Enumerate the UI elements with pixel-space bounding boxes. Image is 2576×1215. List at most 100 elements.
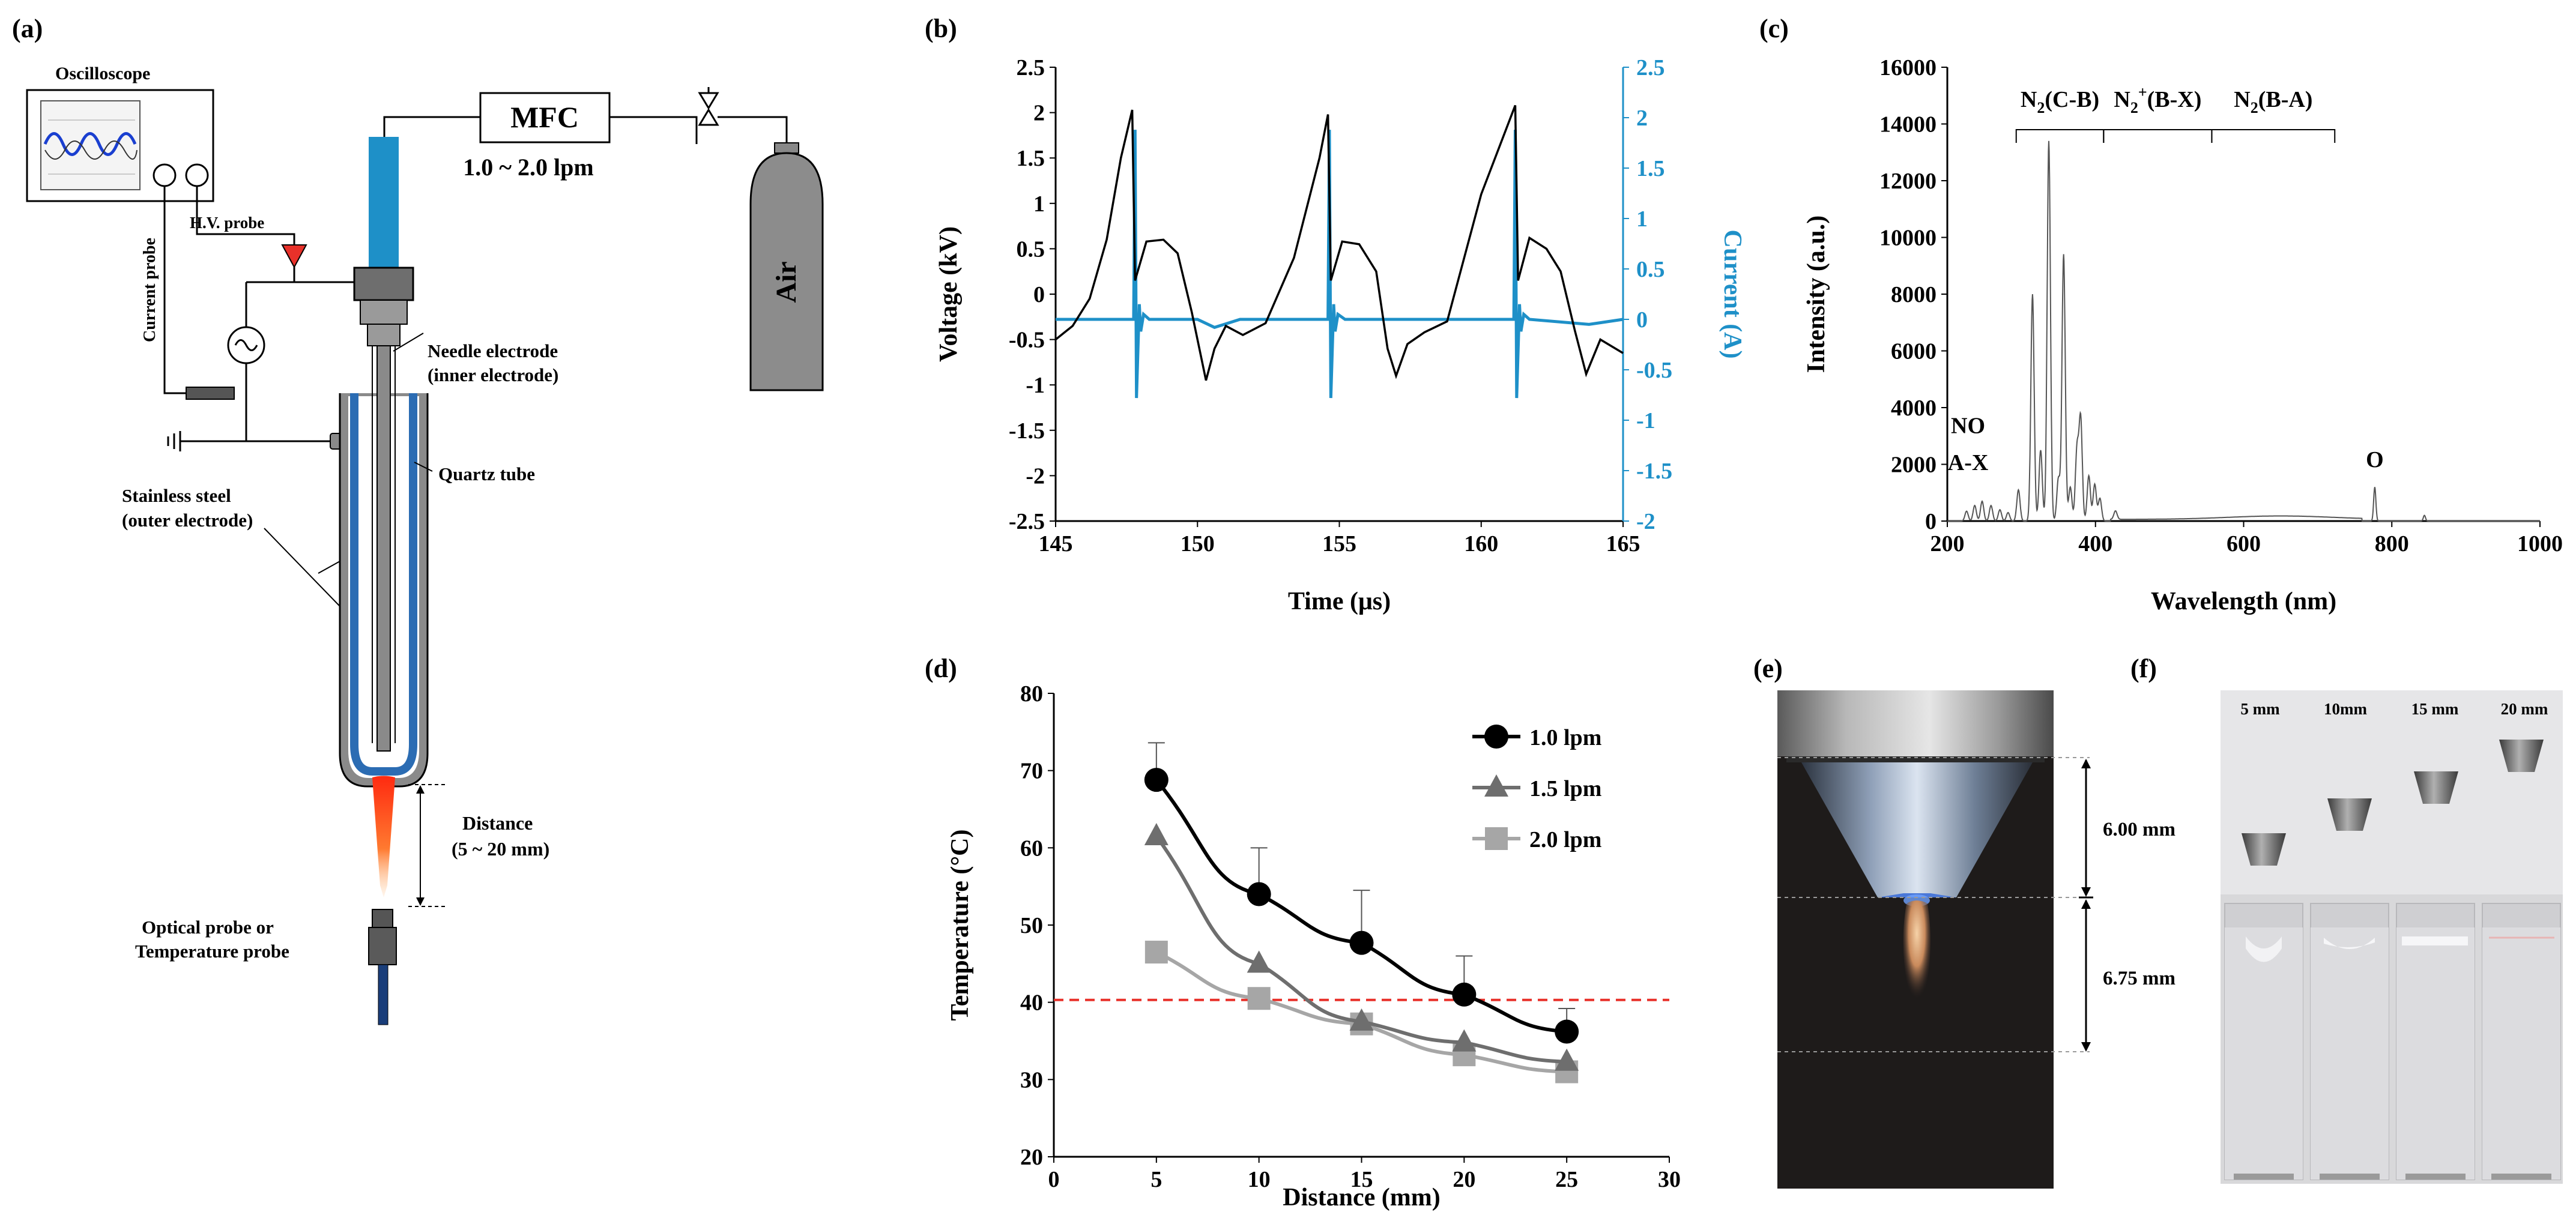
- needle-electrode: [376, 345, 391, 752]
- x-tick-label: 400: [2078, 531, 2112, 556]
- y-tick-label-right: -0.5: [1636, 358, 1672, 383]
- x-tick-label: 155: [1322, 531, 1356, 556]
- legend-marker: [1485, 827, 1508, 850]
- data-point: [1452, 1029, 1477, 1052]
- y-tick-label: 40: [1020, 990, 1043, 1016]
- x-tick-label: 600: [2227, 531, 2261, 556]
- quartz-tube: [350, 393, 417, 776]
- panel-label-c: (c): [1759, 14, 1789, 43]
- annotation-label: NO: [1951, 414, 1985, 439]
- y-tick-label-right: 0.5: [1636, 257, 1665, 282]
- cuvette-3: [2396, 903, 2475, 1180]
- y-tick-label: 10000: [1879, 226, 1937, 251]
- mfc-label: MFC: [510, 100, 579, 134]
- data-point: [1555, 1048, 1579, 1071]
- y-tick-label-left: 0.5: [1017, 237, 1045, 262]
- distance-range: (5 ~ 20 mm): [452, 838, 549, 860]
- air-label: Air: [770, 261, 802, 303]
- y-tick-label-left: -2.5: [1009, 509, 1045, 534]
- x-tick-label: 30: [1658, 1167, 1681, 1192]
- y-tick-label: 14000: [1879, 112, 1937, 137]
- y-axis-title-right: Current (A): [1719, 229, 1746, 358]
- y-tick-label: 30: [1020, 1067, 1043, 1093]
- distance-label-1: 5 mm: [2240, 700, 2280, 718]
- x-tick-label: 15: [1350, 1167, 1373, 1192]
- y-tick-label-right: -2: [1636, 509, 1655, 534]
- x-tick-label: 1000: [2517, 531, 2563, 556]
- x-tick-label: 150: [1181, 531, 1215, 556]
- chart-temperature: 0 5 10 15 20 25 30 80 70 60 50 40 30 20 Distance (mm) T…: [946, 681, 1681, 1211]
- y-tick-label-right: 2.5: [1636, 55, 1665, 80]
- y-tick-label: 0: [1925, 509, 1937, 534]
- y-tick-label: 16000: [1879, 55, 1937, 80]
- y-tick-label: 80: [1020, 681, 1043, 707]
- y-tick-label-left: -0.5: [1009, 328, 1045, 353]
- optical-probe: [372, 909, 393, 928]
- x-tick-label: 5: [1150, 1167, 1162, 1192]
- y-tick-label-left: 1: [1033, 191, 1045, 217]
- nozzle-15mm: [2414, 771, 2458, 804]
- distance-label-3: 15 mm: [2411, 700, 2459, 718]
- y-tick-label-right: 1: [1636, 207, 1648, 232]
- nozzle-10mm: [2327, 798, 2372, 831]
- series-voltage: [1054, 104, 1624, 381]
- y-tick-label-right: 1.5: [1636, 156, 1665, 181]
- current-probe-clamp: [186, 387, 235, 400]
- series-line-1: [1155, 835, 1567, 1064]
- needle-label-1: Needle electrode: [428, 340, 558, 361]
- cuvette-4: [2482, 903, 2561, 1180]
- plasma-jet: [372, 776, 395, 897]
- x-tick-label: 20: [1453, 1167, 1475, 1192]
- gas-inlet-tube: [369, 137, 399, 268]
- x-tick-label: 200: [1930, 531, 1965, 556]
- legend-marker: [1484, 774, 1508, 797]
- x-tick-label: 10: [1248, 1167, 1271, 1192]
- distance-label-4: 20 mm: [2501, 700, 2548, 718]
- y-tick-label: 20: [1020, 1145, 1043, 1170]
- band-bracket: [2103, 128, 2213, 143]
- band-bracket: [2015, 128, 2105, 143]
- quartz-tube-label: Quartz tube: [438, 463, 535, 484]
- air-cylinder: [749, 152, 824, 391]
- hv-probe-label: H.V. probe: [190, 214, 264, 232]
- distance-label-2: 10mm: [2324, 700, 2367, 718]
- data-point: [1247, 987, 1271, 1010]
- y-tick-label: 70: [1020, 759, 1043, 784]
- y-tick-label: 6000: [1891, 339, 1937, 364]
- data-point: [1247, 882, 1271, 906]
- ground-icon: [167, 431, 181, 451]
- panel-label-f: (f): [2130, 654, 2157, 683]
- y-tick-label-left: 1.5: [1017, 146, 1045, 171]
- y-tick-label: 8000: [1891, 282, 1937, 307]
- flow-range-label: 1.0 ~ 2.0 lpm: [463, 154, 593, 181]
- x-tick-label: 145: [1039, 531, 1073, 556]
- probe-label-1: Optical probe or: [142, 917, 274, 938]
- annotation-label: O: [2366, 447, 2384, 472]
- distance-label: Distance: [462, 812, 533, 834]
- x-axis-title: Distance (mm): [1283, 1184, 1440, 1211]
- band-label-b-x: N2+(B-X): [2114, 83, 2201, 116]
- panel-label-a: (a): [12, 14, 43, 43]
- y-tick-label-left: -1: [1026, 373, 1045, 398]
- x-tick-label: 0: [1048, 1167, 1060, 1192]
- valve-icon: [698, 92, 719, 110]
- legend-label: 1.5 lpm: [1529, 776, 1601, 801]
- probe-label-2: Temperature probe: [135, 941, 289, 962]
- y-tick-label-right: 2: [1636, 106, 1648, 131]
- reactor-head: [353, 267, 414, 301]
- y-tick-label-left: 0: [1033, 282, 1045, 307]
- nozzle-body: [1777, 690, 2054, 756]
- data-point: [1555, 1019, 1579, 1044]
- series-spectrum: [1947, 140, 2540, 522]
- chart-voltage-current: 145 150 155 160 165 2.5 2 1.5 1 0.5 0 -0.5 -1 -1.5 -2 -…: [935, 55, 1746, 615]
- y-tick-label-right: -1.5: [1636, 459, 1672, 484]
- legend-marker: [1484, 725, 1508, 749]
- needle-label-2: (inner electrode): [428, 364, 558, 385]
- nozzle-cone: [1801, 762, 2033, 897]
- droplet-photo-panel: 5 mm 10mm 15 mm 20 mm: [2221, 690, 2563, 1184]
- y-tick-label-left: -1.5: [1009, 418, 1045, 444]
- y-tick-label: 4000: [1891, 396, 1937, 421]
- x-axis-title: Time (μs): [1288, 588, 1391, 615]
- data-point: [1144, 768, 1169, 792]
